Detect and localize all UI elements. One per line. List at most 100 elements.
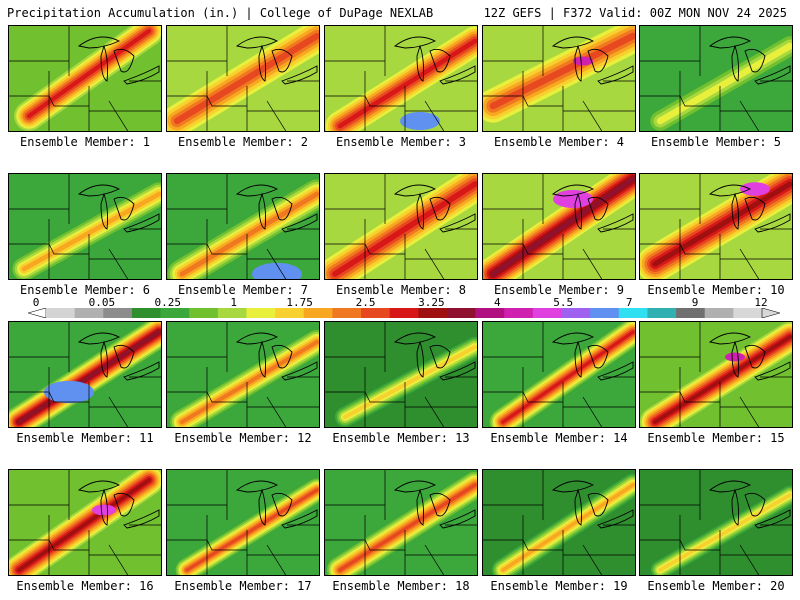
ensemble-panel-4: Ensemble Member: 4: [482, 25, 636, 149]
panel-label: Ensemble Member: 9: [493, 283, 625, 297]
great-lakes-outline: [77, 332, 160, 381]
state-borders: [167, 26, 319, 131]
precip-map: [482, 321, 636, 428]
colorbar-tick-label: 1.75: [286, 296, 313, 309]
colorbar-swatch: [389, 308, 419, 318]
great-lakes-outline: [393, 184, 476, 233]
panel-label: Ensemble Member: 6: [19, 283, 151, 297]
colorbar-tick-label: 4: [494, 296, 501, 309]
ensemble-panel-14: Ensemble Member: 14: [482, 321, 636, 445]
colorbar-swatch: [418, 308, 448, 318]
colorbar-swatch: [217, 308, 247, 318]
precip-maximum: [400, 112, 440, 130]
precip-map: [8, 469, 162, 576]
precip-swath-band: [501, 330, 635, 424]
panel-label: Ensemble Member: 14: [490, 431, 628, 445]
great-lakes-outline: [77, 184, 160, 233]
panel-label: Ensemble Member: 7: [177, 283, 309, 297]
colorbar-swatch: [246, 308, 276, 318]
state-borders: [483, 470, 635, 575]
precip-swath-band: [343, 345, 477, 419]
chart-title: Precipitation Accumulation (in.) | Colle…: [7, 6, 434, 20]
precip-maximum: [44, 380, 94, 404]
state-borders: [9, 26, 161, 131]
state-borders: [167, 470, 319, 575]
great-lakes-outline: [77, 36, 160, 85]
ensemble-panel-20: Ensemble Member: 20: [639, 469, 793, 593]
great-lakes-outline: [551, 184, 634, 233]
precip-map: [166, 25, 320, 132]
precip-map: [639, 469, 793, 576]
colorbar-swatch: [676, 308, 706, 318]
precip-map: [8, 173, 162, 280]
precip-swath-band: [185, 488, 319, 572]
colorbar-tick-label: 5.5: [553, 296, 574, 309]
panel-label: Ensemble Member: 11: [16, 431, 154, 445]
colorbar-swatch: [647, 308, 677, 318]
state-borders: [640, 174, 792, 279]
panel-label: Ensemble Member: 16: [16, 579, 154, 593]
great-lakes-outline: [551, 480, 634, 529]
state-borders: [483, 26, 635, 131]
colorbar-swatch: [446, 308, 476, 318]
precip-swath-band: [490, 176, 635, 277]
ensemble-panel-5: Ensemble Member: 5: [639, 25, 793, 149]
colorbar-swatch: [361, 308, 390, 318]
ensemble-panel-3: Ensemble Member: 3: [324, 25, 478, 149]
precip-swath-band: [653, 335, 792, 424]
ensemble-panel-6: Ensemble Member: 6: [8, 173, 162, 297]
colorbar-swatch: [618, 308, 648, 318]
precip-swath-band: [180, 340, 319, 424]
panel-label: Ensemble Member: 10: [647, 283, 785, 297]
panel-label: Ensemble Member: 17: [174, 579, 312, 593]
precip-map: [324, 321, 478, 428]
precip-map: [639, 25, 793, 132]
precip-maximum: [252, 262, 302, 279]
great-lakes-outline: [393, 480, 476, 529]
precip-map: [482, 469, 636, 576]
state-borders: [167, 322, 319, 427]
ensemble-panel-10: Ensemble Member: 10: [639, 173, 793, 297]
ensemble-panel-13: Ensemble Member: 13: [324, 321, 478, 445]
state-borders: [325, 322, 477, 427]
colorbar-tick-label: 3.25: [418, 296, 445, 309]
great-lakes-outline: [708, 480, 791, 529]
state-borders: [167, 174, 319, 279]
precip-swath-band: [501, 483, 635, 572]
colorbar-tick-label: 2.5: [355, 296, 376, 309]
colorbar-swatch: [46, 308, 75, 318]
precip-swath-band: [652, 181, 792, 267]
precip-map: [639, 173, 793, 280]
ensemble-panel-17: Ensemble Member: 17: [166, 469, 320, 593]
panel-label: Ensemble Member: 18: [332, 579, 470, 593]
state-borders: [483, 174, 635, 279]
precip-swath-band: [21, 191, 161, 272]
colorbar-tick-label: 0: [32, 296, 40, 309]
colorbar-swatch: [532, 308, 562, 318]
ensemble-panel-16: Ensemble Member: 16: [8, 469, 162, 593]
colorbar-swatch: [275, 308, 305, 318]
colorbar-swatches: [28, 308, 780, 318]
ensemble-panel-1: Ensemble Member: 1: [8, 25, 162, 149]
colorbar-tick-label: 0.25: [154, 296, 182, 309]
great-lakes-outline: [708, 184, 791, 233]
panel-label: Ensemble Member: 8: [335, 283, 467, 297]
colorbar-swatch: [475, 308, 505, 318]
colorbar-swatch: [504, 308, 534, 318]
state-borders: [325, 26, 477, 131]
precip-map: [324, 173, 478, 280]
great-lakes-outline: [235, 332, 318, 381]
precip-swath-band: [656, 42, 792, 125]
ensemble-panel-7: Ensemble Member: 7: [166, 173, 320, 297]
ensemble-panel-12: Ensemble Member: 12: [166, 321, 320, 445]
panel-label: Ensemble Member: 12: [174, 431, 312, 445]
panel-label: Ensemble Member: 20: [647, 579, 785, 593]
panel-label: Ensemble Member: 19: [490, 579, 628, 593]
precip-swath-band: [489, 32, 635, 110]
colorbar-swatch: [189, 308, 219, 318]
colorbar-swatch: [733, 308, 763, 318]
ensemble-panel-18: Ensemble Member: 18: [324, 469, 478, 593]
ensemble-panel-2: Ensemble Member: 2: [166, 25, 320, 149]
panel-label: Ensemble Member: 1: [19, 135, 151, 149]
great-lakes-outline: [551, 332, 634, 381]
